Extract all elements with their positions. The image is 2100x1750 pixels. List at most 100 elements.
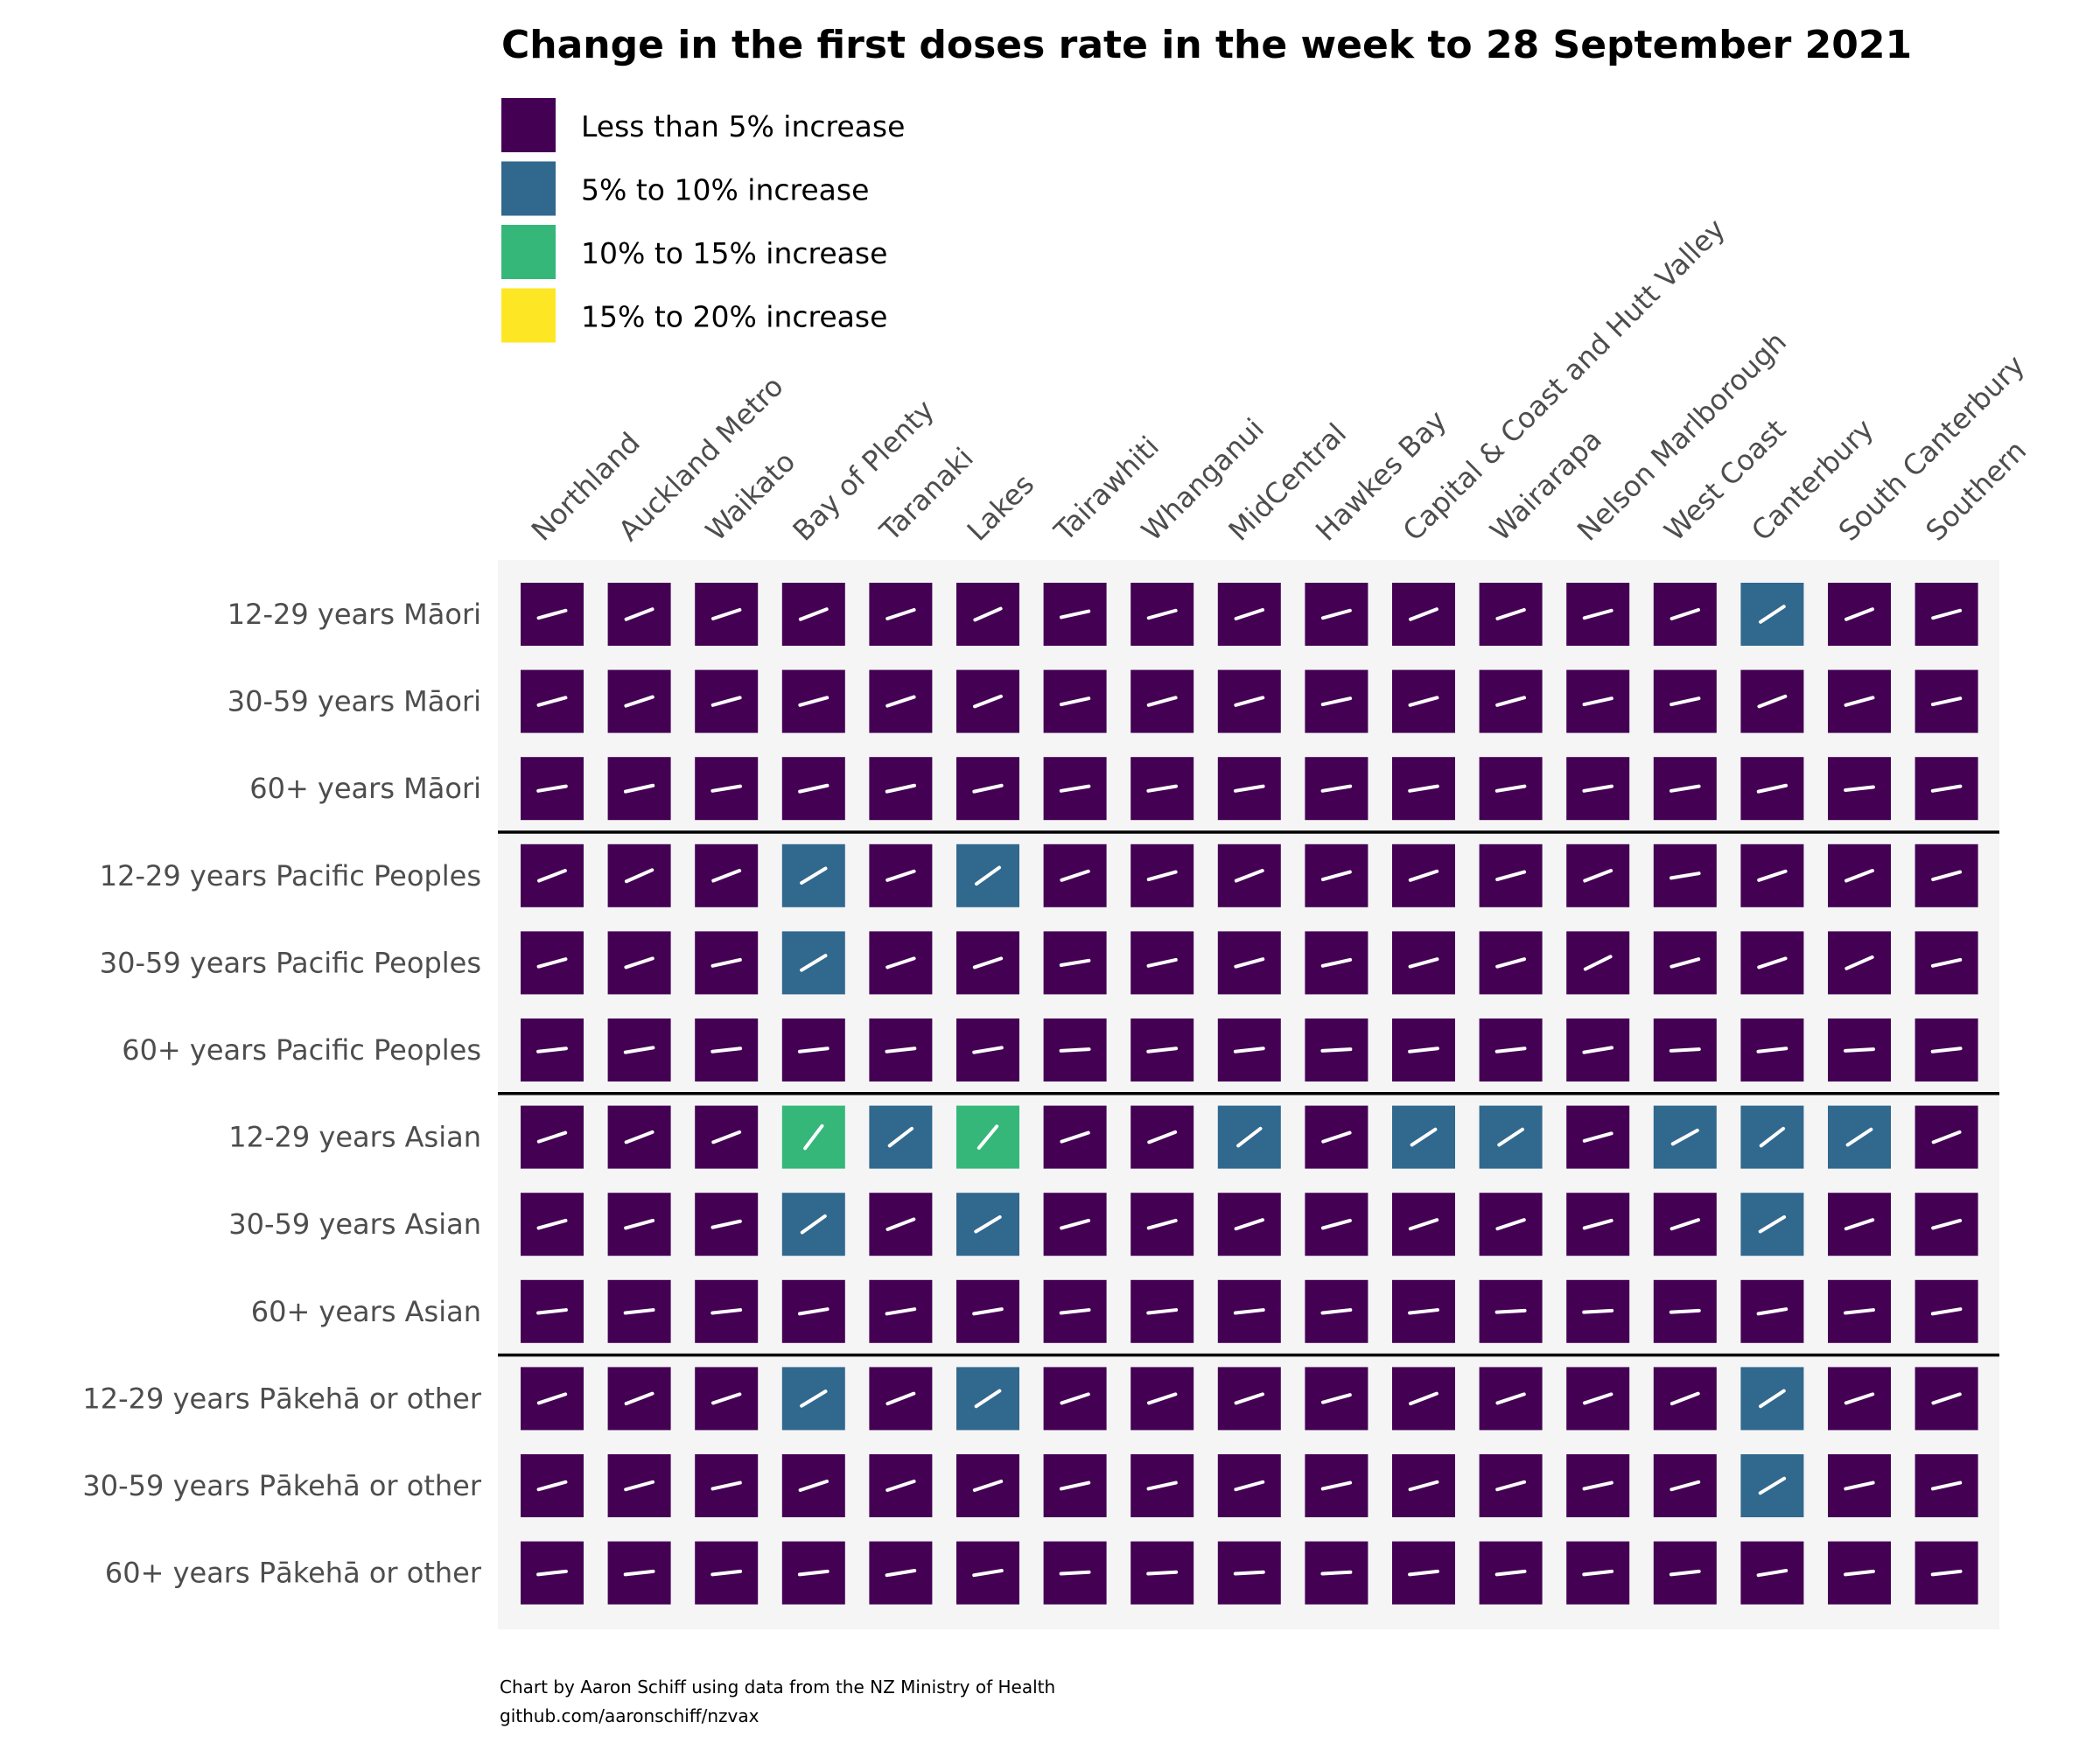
trend-mark bbox=[973, 606, 1003, 622]
trend-mark bbox=[536, 1569, 568, 1577]
trend-mark bbox=[1844, 785, 1875, 792]
trend-mark bbox=[624, 695, 654, 708]
legend-swatch bbox=[501, 161, 556, 216]
trend-mark bbox=[1497, 1127, 1524, 1147]
trend-mark bbox=[1495, 1480, 1527, 1492]
trend-mark bbox=[624, 1218, 655, 1230]
legend-label: Less than 5% increase bbox=[581, 109, 905, 144]
trend-mark bbox=[1759, 1389, 1786, 1409]
trend-mark bbox=[624, 607, 654, 621]
trend-mark bbox=[1583, 1392, 1614, 1405]
trend-mark bbox=[623, 783, 655, 794]
row-label: 12-29 years Pacific Peoples bbox=[100, 859, 481, 892]
trend-mark bbox=[624, 1130, 654, 1144]
trend-mark bbox=[1930, 696, 1963, 707]
trend-mark bbox=[1844, 696, 1875, 707]
trend-mark bbox=[1930, 957, 1963, 968]
trend-mark bbox=[710, 1569, 743, 1577]
trend-mark bbox=[1234, 696, 1265, 707]
trend-mark bbox=[711, 869, 742, 883]
trend-mark bbox=[1495, 870, 1527, 882]
trend-mark bbox=[1669, 1569, 1701, 1577]
trend-mark bbox=[711, 607, 742, 621]
trend-mark bbox=[800, 954, 828, 972]
trend-mark bbox=[710, 784, 742, 793]
trend-mark bbox=[1931, 1130, 1962, 1144]
trend-mark bbox=[972, 1568, 1004, 1578]
trend-mark bbox=[1583, 955, 1613, 971]
trend-mark bbox=[1409, 1391, 1438, 1406]
trend-mark bbox=[1669, 1308, 1701, 1314]
trend-mark bbox=[710, 1046, 743, 1054]
trend-mark bbox=[1234, 784, 1265, 793]
trend-mark bbox=[1234, 1392, 1264, 1405]
trend-mark bbox=[1059, 1480, 1091, 1491]
trend-mark bbox=[887, 1126, 914, 1148]
trend-mark bbox=[1147, 1392, 1178, 1405]
trend-mark bbox=[886, 869, 916, 882]
trend-mark bbox=[1757, 694, 1788, 709]
trend-mark bbox=[1233, 1046, 1265, 1054]
column-label: Lakes bbox=[961, 467, 1040, 547]
trend-mark bbox=[1582, 1131, 1614, 1143]
trend-mark bbox=[1059, 1308, 1091, 1315]
trend-mark bbox=[1670, 696, 1701, 707]
row-label: 60+ years Pākehā or other bbox=[105, 1557, 482, 1590]
group-separators bbox=[498, 830, 1999, 1357]
caption-credit: Chart by Aaron Schiff using data from th… bbox=[500, 1676, 1055, 1698]
trend-mark bbox=[972, 1046, 1004, 1054]
trend-mark bbox=[1234, 957, 1265, 969]
trend-mark bbox=[1930, 1480, 1963, 1491]
trend-mark bbox=[1582, 1569, 1614, 1577]
trend-mark bbox=[798, 783, 830, 794]
trend-mark bbox=[972, 1307, 1004, 1316]
trend-mark bbox=[1844, 607, 1874, 621]
row-label: 30-59 years Asian bbox=[228, 1208, 481, 1241]
trend-mark bbox=[1756, 1046, 1788, 1054]
trend-mark bbox=[1844, 1569, 1875, 1577]
trend-mark bbox=[1844, 1480, 1875, 1491]
trend-mark bbox=[1757, 869, 1788, 882]
trend-mark bbox=[798, 1479, 829, 1493]
trend-mark bbox=[1234, 869, 1264, 883]
trend-mark bbox=[1236, 1126, 1263, 1148]
trend-mark bbox=[1320, 1218, 1352, 1230]
trend-mark bbox=[798, 696, 830, 707]
trend-mark bbox=[1234, 607, 1264, 621]
trend-mark bbox=[1844, 1392, 1875, 1405]
trend-mark bbox=[1320, 784, 1353, 793]
row-label: 60+ years Asian bbox=[251, 1295, 481, 1328]
trend-mark bbox=[1930, 1046, 1963, 1054]
trend-mark bbox=[800, 866, 828, 886]
trend-mark bbox=[623, 1569, 655, 1577]
trend-mark bbox=[1844, 1218, 1875, 1231]
trend-mark bbox=[886, 607, 916, 621]
trend-mark bbox=[1233, 1308, 1265, 1315]
trend-mark bbox=[1234, 1480, 1265, 1492]
trend-mark bbox=[1146, 696, 1178, 707]
trend-mark bbox=[536, 957, 568, 969]
trend-mark bbox=[1059, 958, 1091, 968]
trend-mark bbox=[1320, 870, 1352, 882]
row-label: 60+ years Māori bbox=[249, 772, 481, 805]
trend-mark bbox=[973, 694, 1003, 709]
trend-mark bbox=[710, 1308, 743, 1315]
trend-mark bbox=[624, 1391, 654, 1406]
trend-mark bbox=[1408, 1218, 1439, 1231]
trend-mark bbox=[972, 956, 1004, 970]
trend-mark bbox=[1408, 1046, 1439, 1054]
trend-mark bbox=[1931, 608, 1963, 620]
trend-mark bbox=[1759, 1126, 1786, 1148]
trend-mark bbox=[536, 1218, 568, 1230]
trend-mark bbox=[1930, 784, 1963, 793]
column-label: Auckland Metro bbox=[612, 369, 789, 547]
trend-mark bbox=[885, 1307, 917, 1316]
trend-mark bbox=[1320, 1570, 1353, 1576]
trend-mark bbox=[972, 1479, 1004, 1493]
trend-mark bbox=[537, 869, 567, 883]
trend-mark bbox=[1060, 869, 1090, 882]
legend-swatch bbox=[501, 98, 556, 152]
trend-mark bbox=[1320, 1308, 1353, 1315]
trend-mark bbox=[536, 1308, 568, 1315]
trend-mark bbox=[1759, 605, 1786, 624]
